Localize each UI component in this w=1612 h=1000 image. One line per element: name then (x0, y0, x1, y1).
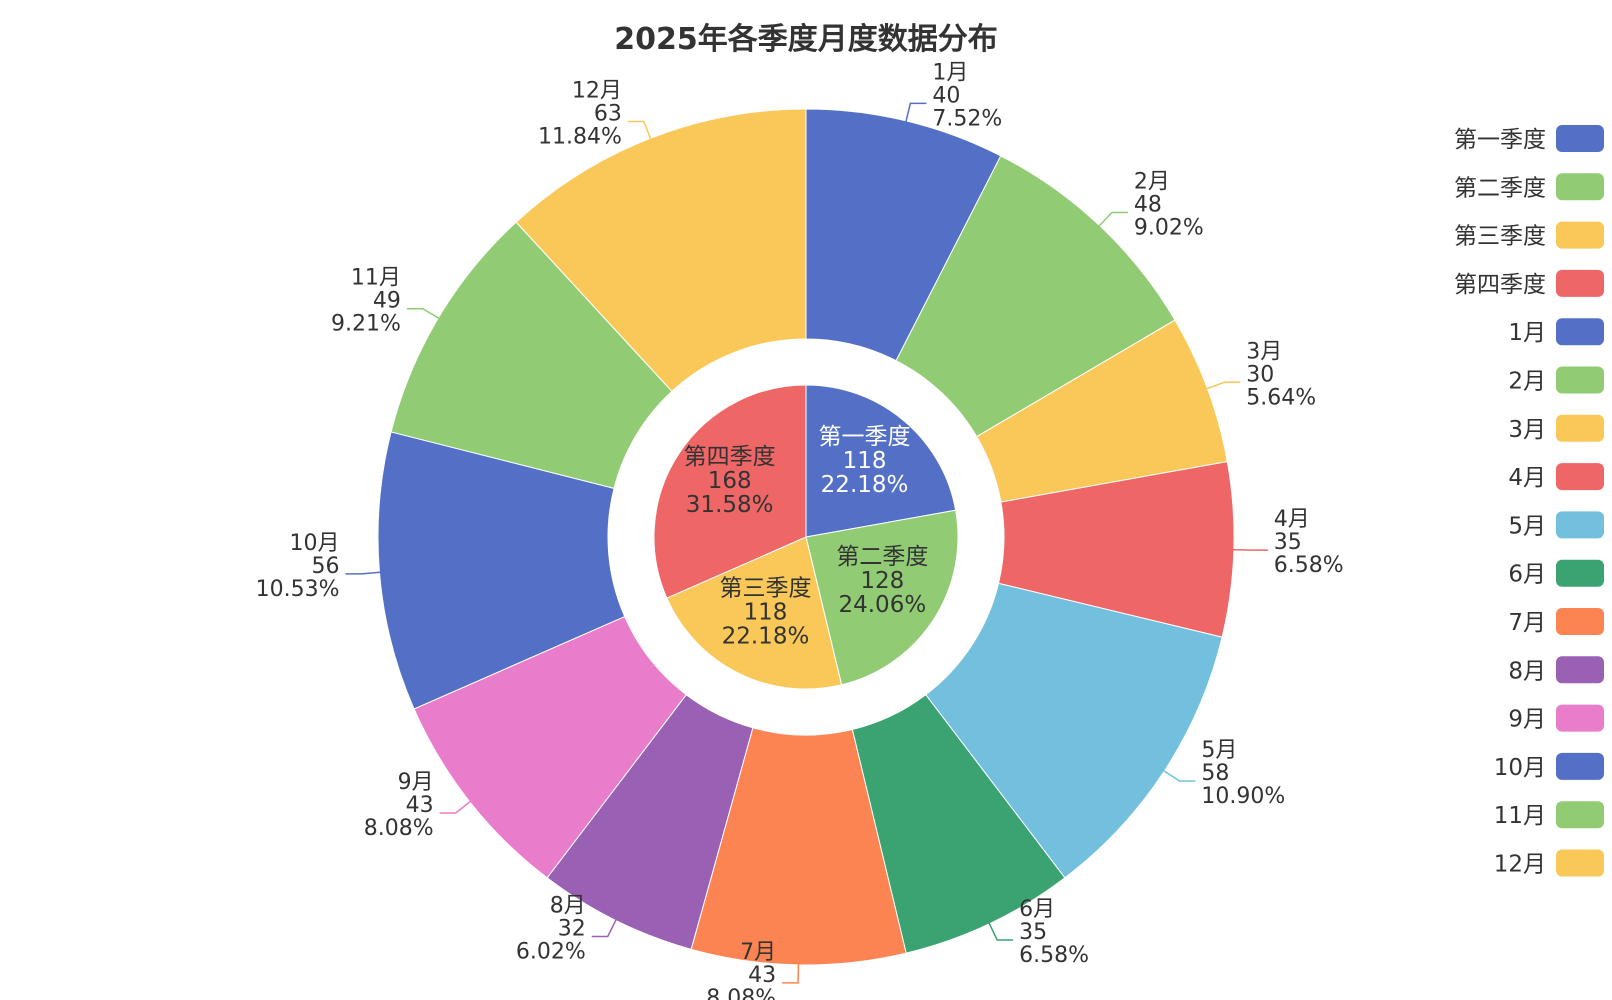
inner-slice-3[interactable] (666, 536, 843, 690)
legend-swatch-12[interactable] (1556, 656, 1604, 684)
legend-swatch-2[interactable] (1556, 173, 1604, 201)
inner-label-1: 第一季度 118 22.18% (819, 424, 911, 498)
inner-pie (653, 384, 959, 690)
legend-swatch-11[interactable] (1556, 608, 1604, 635)
outer-label-12: 12月 63 11.84% (538, 79, 622, 150)
legend-swatch-4[interactable] (1556, 269, 1604, 297)
legend-label-14[interactable]: 10月 (1494, 755, 1546, 781)
legend-label-6[interactable]: 2月 (1508, 369, 1546, 395)
legend-swatch-15[interactable] (1556, 801, 1604, 829)
chart-title: 2025年各季度月度数据分布 (614, 22, 998, 57)
slice-labels: 1月 40 7.52% 2月 48 9.02% 3月 30 5.64% 4月 35 6.58% 5月 58… (256, 60, 1344, 1000)
inner-label-4: 第四季度 168 31.58% (684, 444, 776, 518)
outer-ring (377, 108, 1235, 966)
label-lines (345, 102, 1268, 984)
legend-swatch-14[interactable] (1556, 752, 1604, 780)
outer-label-7: 7月 43 8.08% (706, 940, 776, 1000)
outer-label-2: 2月 48 9.02% (1134, 169, 1204, 240)
legend-label-5[interactable]: 1月 (1508, 320, 1546, 346)
legend-swatch-10[interactable] (1556, 559, 1604, 587)
outer-label-6: 6月 35 6.58% (1019, 897, 1089, 968)
outer-slice-12[interactable] (515, 108, 807, 393)
label-line-3 (1205, 381, 1241, 390)
legend-label-11[interactable]: 7月 (1508, 610, 1546, 636)
legend-label-12[interactable]: 8月 (1508, 658, 1546, 684)
legend-swatch-3[interactable] (1556, 221, 1604, 249)
legend-label-16[interactable]: 12月 (1494, 852, 1546, 878)
outer-label-10: 10月 56 10.53% (256, 531, 340, 602)
legend-label-8[interactable]: 4月 (1508, 465, 1546, 491)
outer-label-3: 3月 30 5.64% (1246, 339, 1316, 410)
label-line-10 (345, 571, 382, 575)
label-line-2 (1097, 211, 1128, 228)
label-line-1 (904, 102, 927, 124)
legend-swatch-8[interactable] (1556, 463, 1604, 491)
label-line-11 (406, 307, 441, 320)
outer-label-11: 11月 49 9.21% (331, 266, 401, 337)
label-line-4 (1231, 548, 1268, 551)
outer-label-1: 1月 40 7.52% (932, 60, 1002, 131)
legend-label-9[interactable]: 5月 (1508, 513, 1546, 539)
legend-swatch-6[interactable] (1556, 366, 1604, 394)
outer-slice-5[interactable] (925, 582, 1223, 879)
legend-swatch-7[interactable] (1556, 414, 1604, 442)
legend-label-13[interactable]: 9月 (1508, 707, 1546, 733)
inner-slice-1[interactable] (805, 384, 957, 538)
legend-swatch-16[interactable] (1556, 849, 1604, 877)
label-line-9 (439, 800, 472, 814)
legend-label-4[interactable]: 第四季度 (1454, 272, 1546, 298)
legend-label-3[interactable]: 第三季度 (1454, 224, 1546, 250)
outer-slice-2[interactable] (895, 155, 1176, 438)
legend-label-7[interactable]: 3月 (1508, 417, 1546, 443)
outer-slice-10[interactable] (377, 431, 626, 710)
label-line-8 (591, 918, 618, 938)
label-line-12 (627, 120, 652, 141)
legend-swatch-9[interactable] (1556, 511, 1604, 539)
legend-swatch-13[interactable] (1556, 704, 1604, 732)
label-line-5 (1162, 769, 1196, 782)
legend-label-2[interactable]: 第二季度 (1454, 175, 1546, 201)
inner-slice-2[interactable] (805, 509, 959, 686)
outer-slice-11[interactable] (390, 221, 673, 490)
legend-label-15[interactable]: 11月 (1494, 803, 1546, 829)
inner-slice-4[interactable] (653, 384, 807, 599)
legend-label-10[interactable]: 6月 (1508, 562, 1546, 588)
legend-swatch-5[interactable] (1556, 318, 1604, 346)
legend-label-1[interactable]: 第一季度 (1454, 127, 1546, 153)
inner-label-2: 第二季度 128 24.06% (836, 544, 928, 618)
outer-label-5: 5月 58 10.90% (1201, 738, 1285, 809)
inner-label-3: 第三季度 118 22.18% (719, 576, 811, 650)
outer-label-4: 4月 35 6.58% (1274, 507, 1344, 578)
label-line-6 (987, 921, 1014, 941)
outer-label-9: 9月 43 8.08% (364, 770, 434, 841)
label-line-7 (782, 962, 800, 984)
outer-label-8: 8月 32 6.02% (516, 894, 586, 965)
legend-swatch-1[interactable] (1556, 125, 1604, 152)
